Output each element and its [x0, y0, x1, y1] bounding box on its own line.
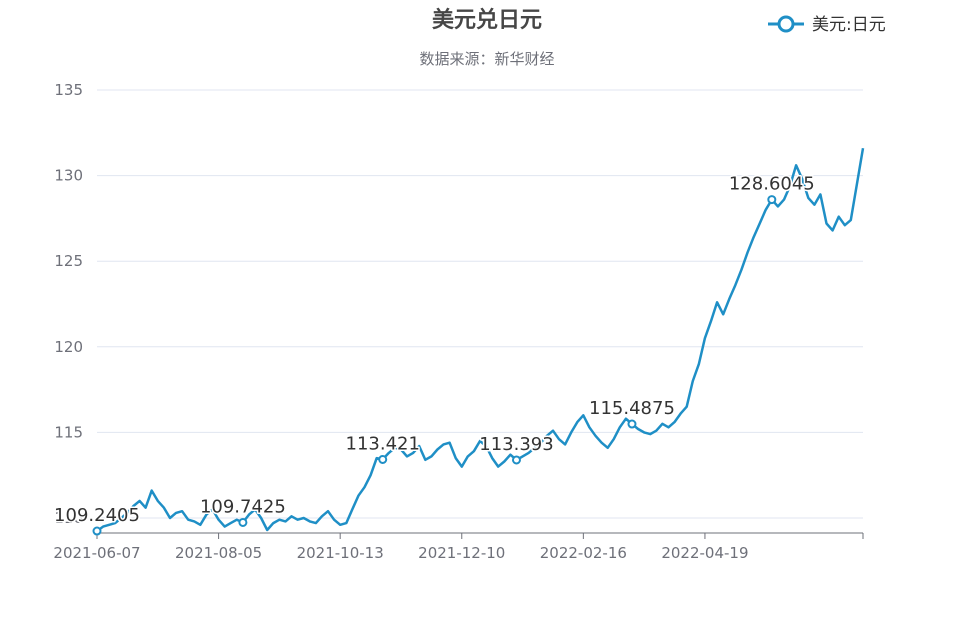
- grid-lines: [97, 89, 863, 519]
- legend-label: 美元:日元: [812, 15, 886, 35]
- x-tick-label: 2022-04-19: [661, 544, 748, 562]
- x-axis: 2021-06-07 2021-08-05 2021-10-13 2021-12-10…: [53, 532, 864, 562]
- x-tick-label: 2021-10-13: [297, 544, 384, 562]
- y-tick-label: 120: [54, 338, 83, 356]
- data-point[interactable]: [627, 419, 637, 429]
- y-tick-label: 125: [54, 252, 83, 270]
- x-tick-label: 2022-02-16: [540, 544, 627, 562]
- series-line[interactable]: [96, 147, 865, 533]
- data-point[interactable]: [767, 195, 777, 205]
- data-point[interactable]: [378, 454, 388, 464]
- x-tick-label: 2021-06-07: [53, 544, 140, 562]
- x-tick-label: 2021-12-10: [418, 544, 505, 562]
- chart-subtitle: 数据来源：新华财经: [419, 50, 554, 68]
- data-point[interactable]: [238, 517, 248, 527]
- data-labels: 109.2405 109.7425 113.421 113.393 115.4875 12…: [53, 172, 816, 536]
- y-axis: 110 115 120 125 130 135: [54, 81, 83, 527]
- x-tick-label: 2021-08-05: [175, 544, 262, 562]
- y-tick-label: 115: [54, 423, 83, 441]
- data-label: 113.421: [346, 433, 420, 454]
- y-tick-label: 135: [54, 81, 83, 99]
- data-label: 113.393: [479, 434, 553, 455]
- y-tick-label: 130: [54, 167, 83, 185]
- data-label: 109.7425: [200, 496, 286, 517]
- chart-title: 美元兑日元: [432, 7, 542, 33]
- data-label: 115.4875: [589, 398, 675, 419]
- legend[interactable]: 美元:日元: [768, 15, 886, 35]
- legend-circle-marker: [777, 15, 795, 33]
- y-tick-label: 110: [54, 509, 83, 527]
- data-point[interactable]: [511, 455, 521, 465]
- data-label: 109.2405: [54, 505, 140, 526]
- data-point[interactable]: [92, 526, 102, 536]
- series-layer: [96, 147, 865, 533]
- data-label: 128.6045: [729, 174, 815, 195]
